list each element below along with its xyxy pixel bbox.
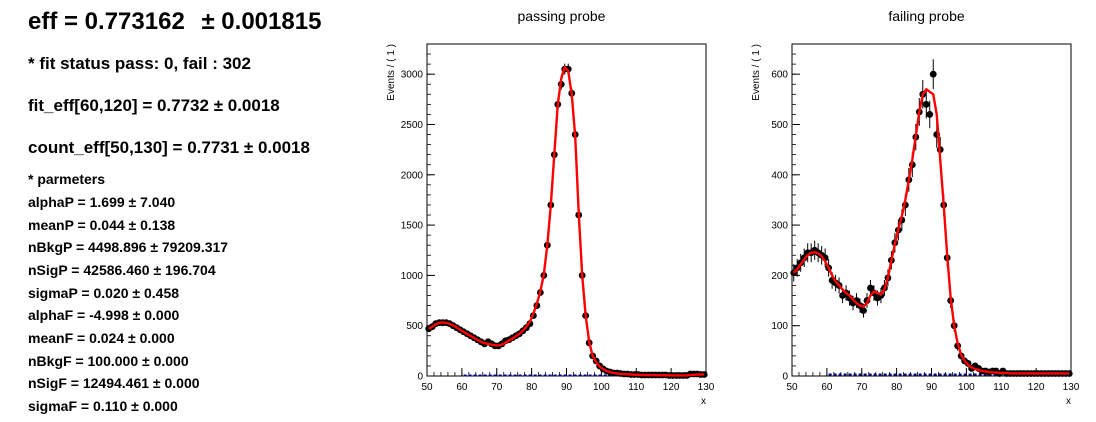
- x-tick-label: 50: [786, 382, 798, 393]
- param-line: nBkgF = 100.000 ± 0.000: [28, 353, 189, 369]
- param-line: sigmaP = 0.020 ± 0.458: [28, 285, 180, 301]
- data-marker: [867, 284, 874, 292]
- x-axis-label: x: [1066, 396, 1071, 407]
- y-axis-label: Events / ( 1 ): [386, 44, 397, 101]
- param-line: meanF = 0.024 ± 0.000: [28, 330, 175, 346]
- fit-efficiency: fit_eff[60,120] = 0.7732 ± 0.0018: [28, 96, 280, 115]
- data-marker: [860, 307, 867, 315]
- data-point: [929, 59, 937, 89]
- y-axis-label: Events / ( 1 ): [751, 44, 762, 101]
- x-tick-label: 110: [628, 382, 644, 393]
- x-tick-label: 100: [593, 382, 610, 393]
- y-tick-label: 600: [771, 70, 788, 81]
- x-tick-label: 130: [698, 382, 715, 393]
- fit-curve: [792, 88, 1070, 375]
- y-tick-label: 0: [417, 372, 423, 383]
- failing-probe-chart: failing probe Events / ( 1 ) x 0 100 200 300 40…: [751, 8, 1080, 407]
- x-tick-label: 60: [456, 382, 468, 393]
- x-tick-label: 70: [856, 382, 868, 393]
- param-line: nSigP = 42586.460 ± 196.704: [28, 262, 216, 278]
- y-tick-label: 1500: [401, 221, 424, 232]
- param-line: sigmaF = 0.110 ± 0.000: [28, 398, 178, 414]
- passing-probe-chart: passing probe Events / ( 1 ) x 0 500 1000 1500…: [386, 8, 715, 407]
- data-point: [922, 90, 930, 119]
- count-efficiency: count_eff[50,130] = 0.7731 ± 0.0018: [28, 138, 310, 157]
- x-axis-label: x: [701, 396, 706, 407]
- x-tick-label: 80: [891, 382, 903, 393]
- y-tick-label: 1000: [401, 271, 424, 282]
- y-tick-label: 0: [782, 372, 788, 383]
- chart-title: failing probe: [888, 8, 964, 24]
- y-tick-label: 2000: [401, 170, 424, 181]
- x-tick-label: 70: [491, 382, 503, 393]
- data-point: [926, 100, 934, 129]
- plot-frame: [426, 43, 707, 377]
- y-tick-label: 400: [771, 170, 788, 181]
- x-tick-label: 120: [663, 382, 680, 393]
- fit-summary-panel: eff = 0.773162 ± 0.001815 * fit status p…: [0, 0, 380, 422]
- param-line: nBkgP = 4498.896 ± 79209.317: [28, 239, 229, 255]
- efficiency-result: eff = 0.773162 ± 0.001815: [28, 8, 321, 36]
- x-tick-label: 60: [821, 382, 833, 393]
- param-line: alphaF = -4.998 ± 0.000: [28, 307, 180, 323]
- param-line: alphaP = 1.699 ± 7.040: [28, 194, 176, 210]
- x-tick-label: 90: [926, 382, 938, 393]
- parameters-header: * parmeters: [28, 171, 106, 187]
- efficiency-value: eff = 0.773162: [28, 8, 185, 35]
- param-line: nSigF = 12494.461 ± 0.000: [28, 375, 200, 391]
- data-point: [867, 279, 874, 296]
- x-tick-label: 80: [526, 382, 538, 393]
- param-line: meanP = 0.044 ± 0.138: [28, 217, 176, 233]
- efficiency-error: ± 0.001815: [201, 8, 322, 35]
- y-tick-label: 3000: [401, 70, 424, 81]
- chart-title: passing probe: [518, 8, 606, 24]
- y-tick-label: 500: [406, 321, 423, 332]
- data-marker: [922, 100, 930, 108]
- data-marker: [929, 70, 937, 78]
- x-tick-label: 50: [421, 382, 433, 393]
- data-marker: [926, 111, 934, 118]
- fit-status: * fit status pass: 0, fail : 302: [28, 54, 251, 73]
- y-tick-label: 200: [771, 271, 788, 282]
- x-tick-label: 130: [1063, 382, 1080, 393]
- y-tick-label: 2500: [401, 120, 424, 131]
- fit-curve: [428, 65, 705, 377]
- x-tick-label: 100: [958, 382, 975, 393]
- y-tick-label: 500: [771, 120, 788, 131]
- x-tick-label: 120: [1028, 382, 1045, 393]
- y-tick-label: 300: [771, 221, 788, 232]
- x-tick-label: 110: [993, 382, 1009, 393]
- y-tick-label: 100: [771, 321, 788, 332]
- x-tick-label: 90: [561, 382, 573, 393]
